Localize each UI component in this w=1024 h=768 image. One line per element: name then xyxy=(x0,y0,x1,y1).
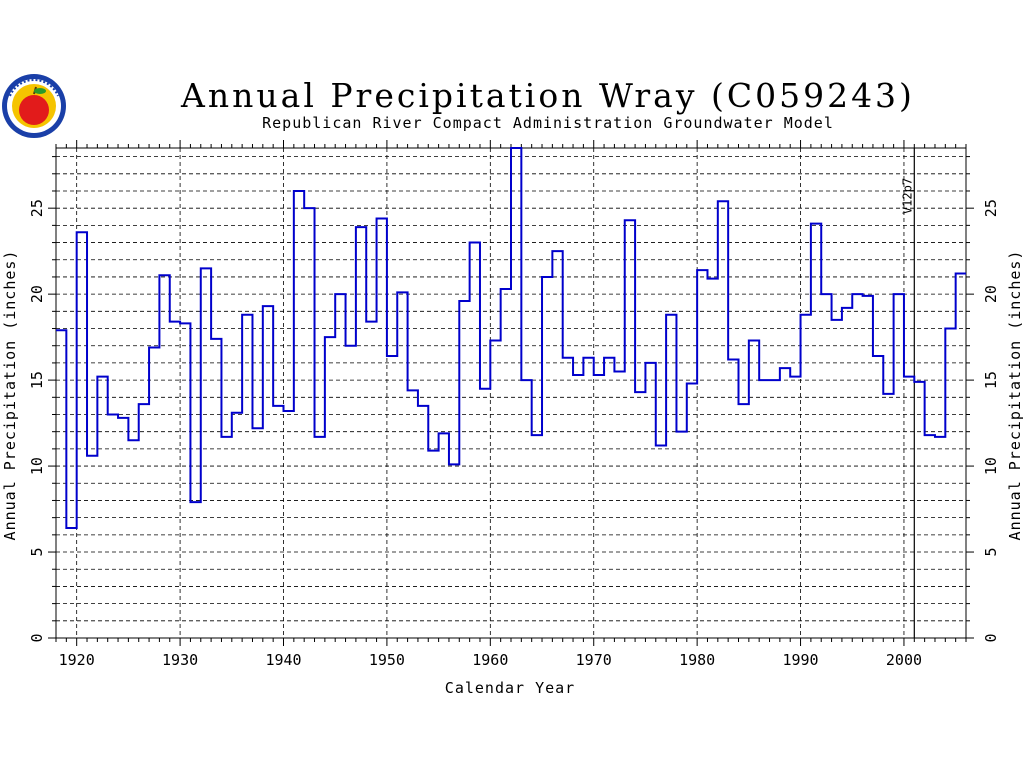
y-tick-label-left: 25 xyxy=(28,199,46,217)
x-axis-label: Calendar Year xyxy=(445,679,575,697)
y-tick-label-right: 0 xyxy=(982,633,1000,642)
y-tick-label-right: 25 xyxy=(982,199,1000,217)
apple-leaf-icon xyxy=(34,88,46,94)
y-tick-label-left: 5 xyxy=(28,548,46,557)
series-layer xyxy=(56,147,966,529)
precipitation-step-line xyxy=(56,147,966,529)
annotation-label: V12p7 xyxy=(900,178,914,214)
x-tick-label: 1930 xyxy=(162,651,198,669)
y-tick-label-right: 15 xyxy=(982,371,1000,389)
x-tick-label: 1950 xyxy=(369,651,405,669)
x-tick-label: 1970 xyxy=(576,651,612,669)
x-tick-label: 1940 xyxy=(265,651,301,669)
y-axis-label-left: Annual Precipitation (inches) xyxy=(1,250,19,541)
y-tick-label-right: 20 xyxy=(982,285,1000,303)
apple-seal-logo xyxy=(2,74,66,138)
y-axis-label-right: Annual Precipitation (inches) xyxy=(1006,250,1024,541)
x-tick-label: 1980 xyxy=(679,651,715,669)
axis-ticks: 1920 1930 1940 1950 1960 1970 1980 1990 2000 0 0 5 5… xyxy=(28,140,1000,669)
apple-icon xyxy=(19,95,49,125)
y-tick-label-right: 10 xyxy=(982,457,1000,475)
x-tick-label: 1920 xyxy=(59,651,95,669)
y-tick-label-left: 15 xyxy=(28,371,46,389)
logo-lettering xyxy=(9,79,59,97)
y-tick-label-right: 5 xyxy=(982,548,1000,557)
y-tick-label-left: 0 xyxy=(28,633,46,642)
x-tick-label: 1960 xyxy=(472,651,508,669)
annotation-layer: V12p7 xyxy=(900,148,915,638)
x-tick-label: 1990 xyxy=(782,651,818,669)
y-tick-label-left: 20 xyxy=(28,285,46,303)
chart-title: Annual Precipitation Wray (C059243) xyxy=(180,76,915,115)
x-tick-label: 2000 xyxy=(886,651,922,669)
chart-subtitle: Republican River Compact Administration … xyxy=(262,114,834,132)
y-tick-label-left: 10 xyxy=(28,457,46,475)
